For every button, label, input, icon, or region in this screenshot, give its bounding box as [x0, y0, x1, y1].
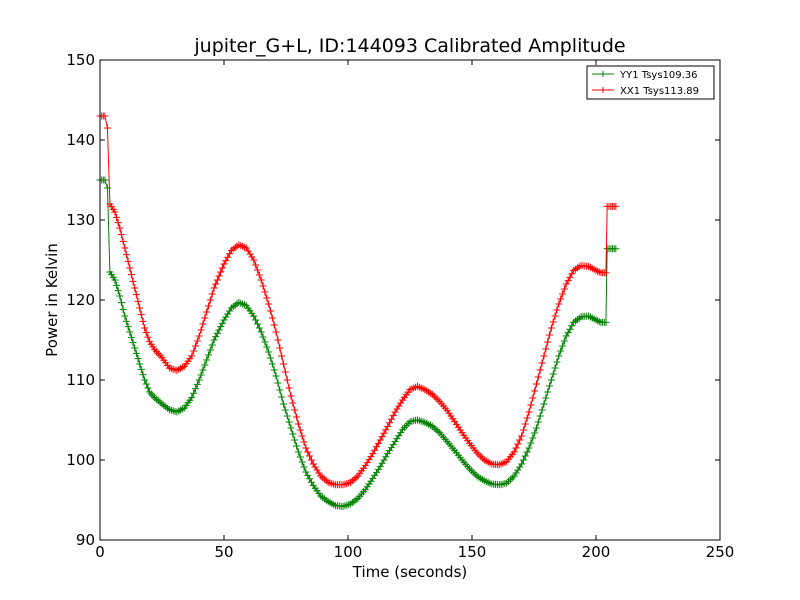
- y-tick-label: 130: [66, 211, 95, 229]
- y-tick-label: 90: [76, 531, 95, 549]
- legend-label-yy1: YY1 Tsys109.36: [619, 70, 698, 81]
- plot-area: 0 50 100 150 200 250 90 100 110 120 130 140 150: [66, 51, 734, 561]
- legend-label-xx1: XX1 Tsys113.89: [620, 86, 699, 97]
- y-tick-label: 110: [66, 371, 95, 389]
- x-tick-label: 200: [582, 543, 611, 561]
- x-tick-label: 100: [334, 543, 363, 561]
- x-tick-label: 150: [458, 543, 487, 561]
- y-tick-label: 120: [66, 291, 95, 309]
- y-tick-label: 150: [66, 51, 95, 69]
- plot-background: [100, 60, 720, 540]
- x-tick-label: 0: [95, 543, 105, 561]
- x-tick-label: 50: [214, 543, 233, 561]
- x-axis-label: Time (seconds): [352, 563, 468, 581]
- legend: YY1 Tsys109.36 XX1 Tsys113.89: [586, 65, 715, 100]
- chart-title: jupiter_G+L, ID:144093 Calibrated Amplit…: [193, 35, 625, 57]
- legend-marker-xx1: [600, 87, 606, 93]
- y-axis-label: Power in Kelvin: [43, 243, 61, 357]
- y-tick-label: 140: [66, 131, 95, 149]
- x-tick-label: 250: [706, 543, 735, 561]
- legend-marker-yy1: [600, 71, 606, 77]
- y-tick-label: 100: [66, 451, 95, 469]
- ticks-layer: 0 50 100 150 200 250 90 100 110 120 130 140 150: [66, 51, 734, 561]
- legend-box: [586, 65, 715, 100]
